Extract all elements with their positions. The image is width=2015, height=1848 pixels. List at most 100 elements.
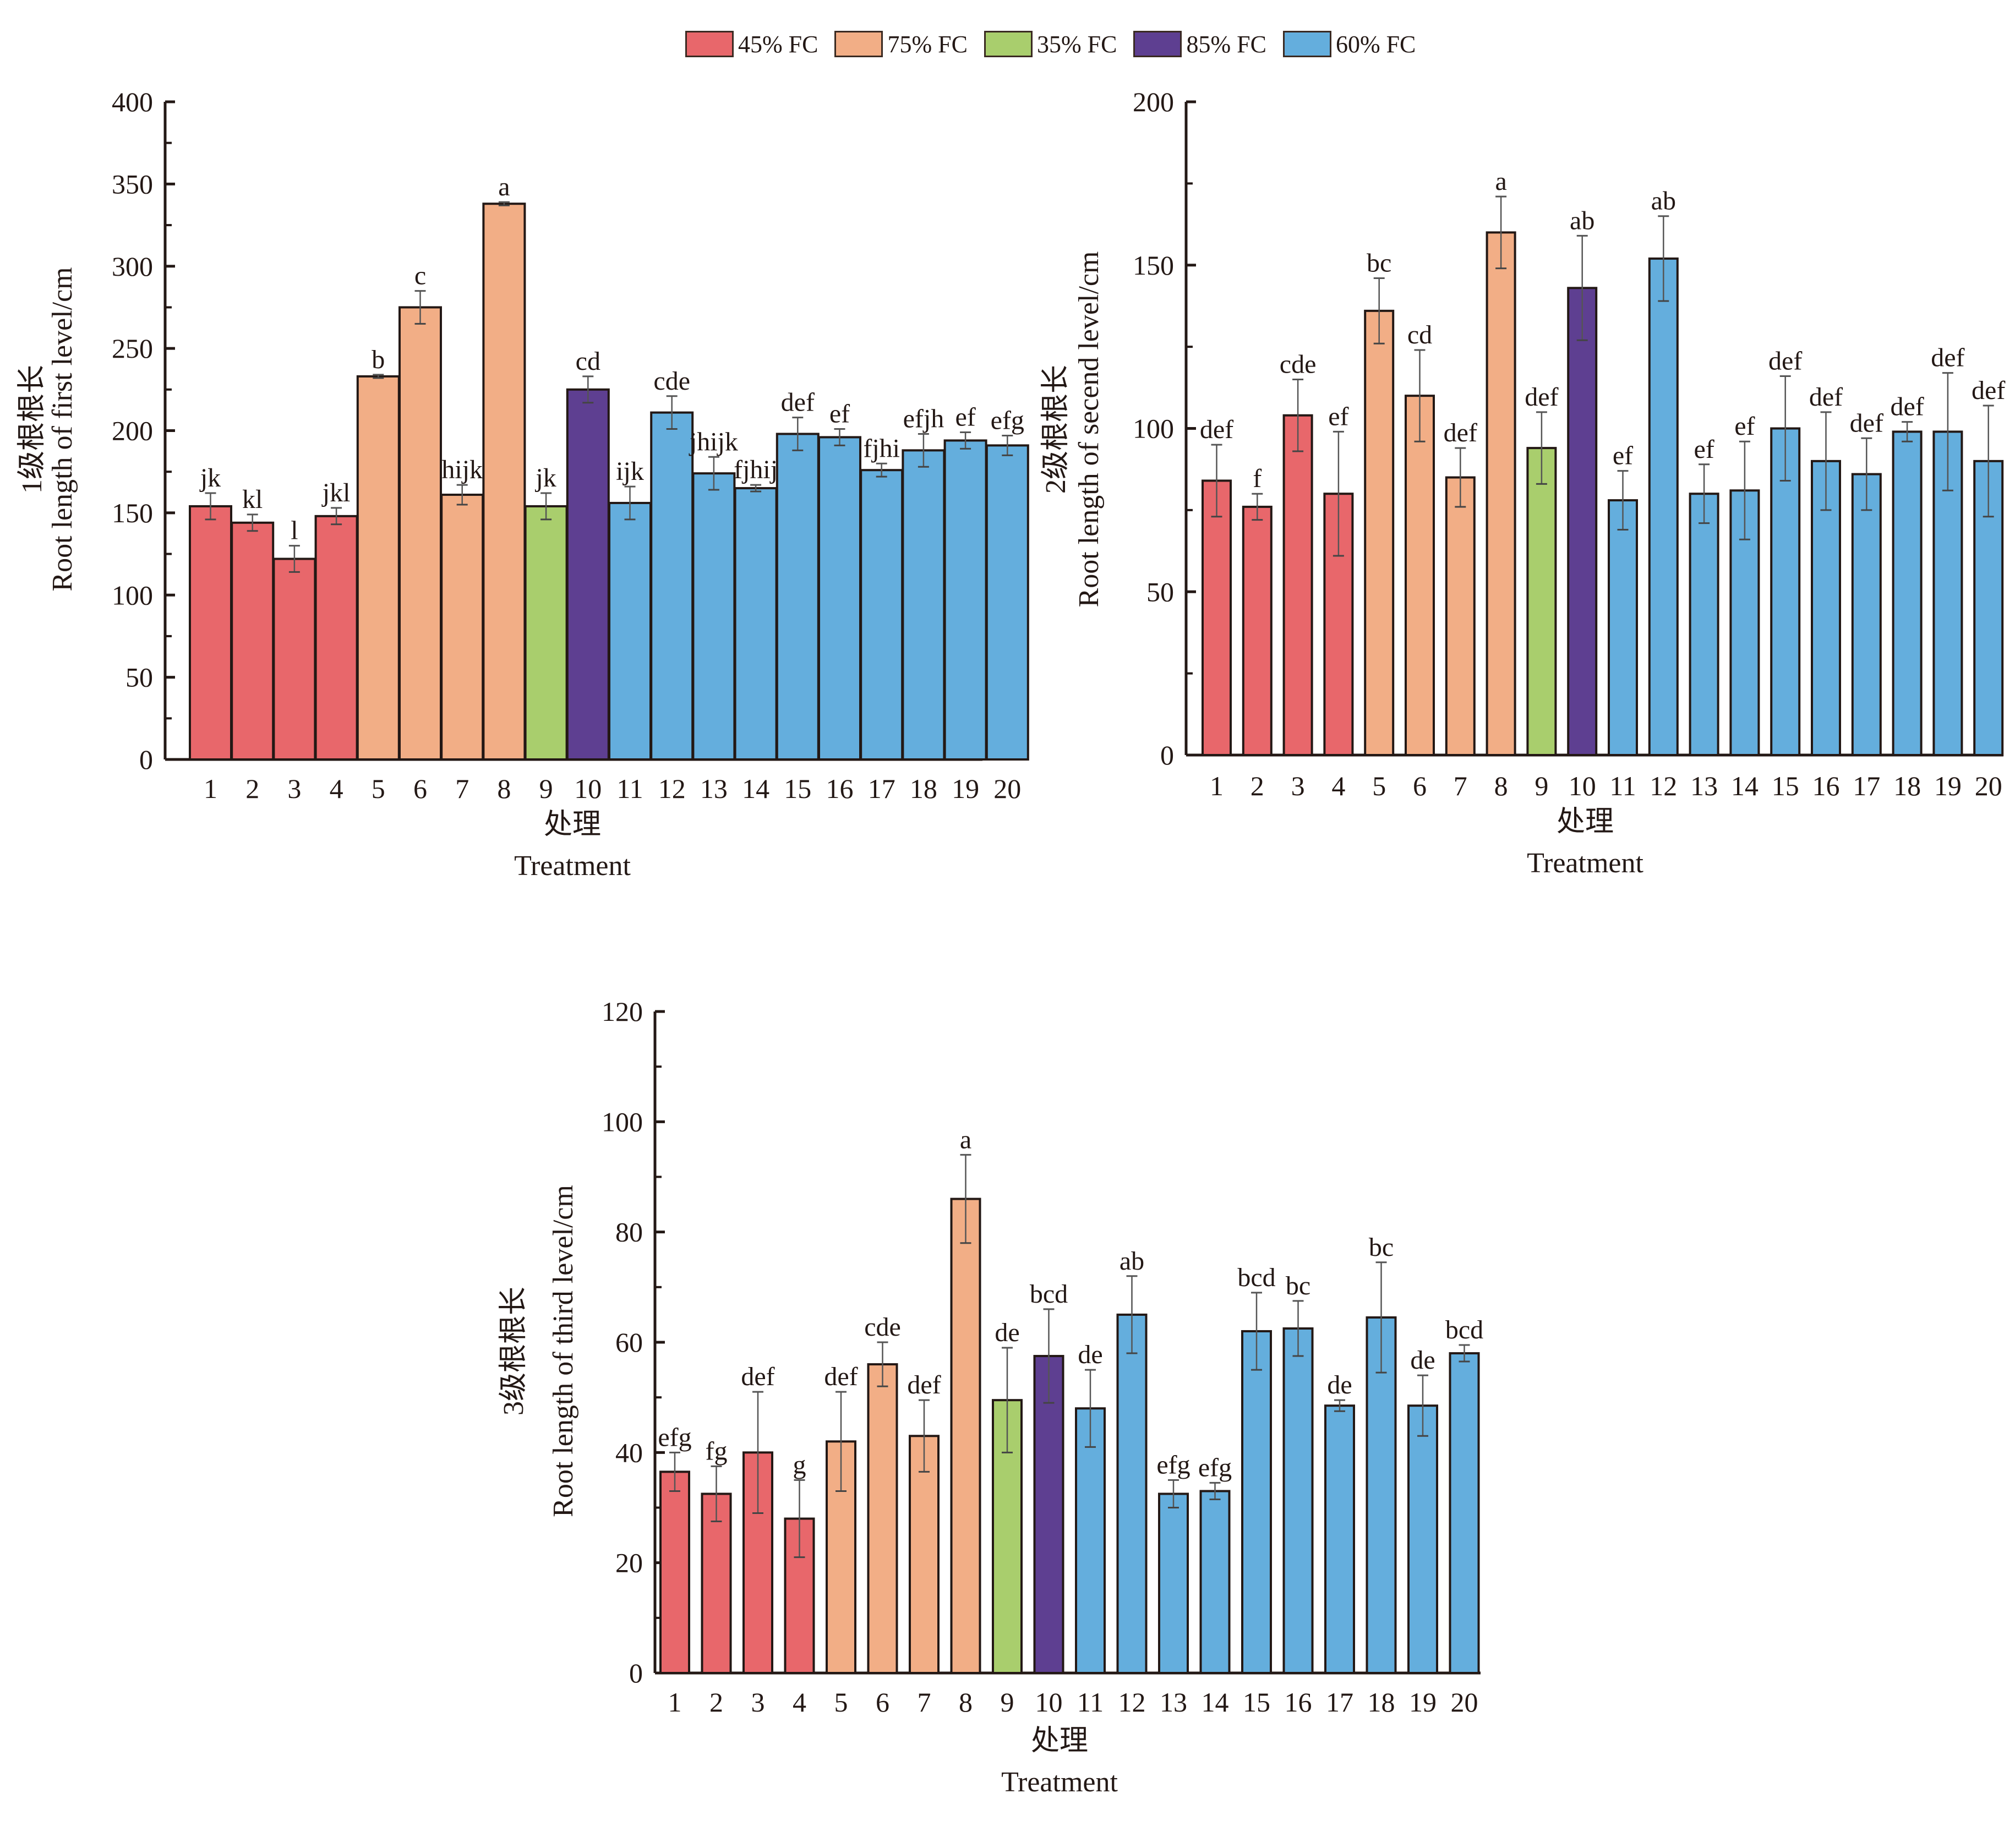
legend-item-85fc: 85% FC — [1133, 30, 1266, 58]
x-tick-label: 12 — [1118, 1687, 1146, 1718]
bar-treatment-15 — [1241, 1330, 1272, 1674]
x-tick-label: 4 — [793, 1687, 806, 1718]
significance-letter: bcd — [1445, 1315, 1483, 1344]
x-tick-label: 6 — [876, 1687, 889, 1718]
significance-letter: jhijk — [689, 427, 738, 456]
legend-item-60fc: 60% FC — [1282, 30, 1416, 58]
significance-letter: def — [1444, 418, 1477, 447]
legend-label: 45% FC — [738, 30, 818, 58]
x-tick-label: 3 — [287, 773, 301, 804]
significance-letter: ef — [1613, 441, 1633, 471]
x-tick-label: 5 — [372, 773, 385, 804]
significance-letter: de — [1327, 1370, 1352, 1399]
x-tick-label: 1 — [204, 773, 217, 804]
x-tick-label: 18 — [1893, 770, 1921, 801]
significance-letter: jk — [199, 463, 221, 493]
y-tick-label: 50 — [1146, 576, 1174, 607]
significance-letter: efjh — [903, 404, 944, 433]
x-tick-label: 15 — [784, 773, 811, 804]
significance-letter: cd — [576, 347, 600, 376]
significance-letter: efg — [991, 406, 1024, 435]
legend-swatch-35fc — [984, 31, 1033, 57]
x-tick-label: 16 — [1812, 770, 1840, 801]
significance-letter: de — [995, 1318, 1019, 1347]
legend-item-45fc: 45% FC — [685, 30, 818, 58]
legend-swatch-45fc — [685, 31, 734, 57]
x-tick-label: 14 — [1731, 770, 1759, 801]
x-tick-label: 11 — [616, 773, 643, 804]
y-tick-label: 100 — [112, 579, 153, 610]
y-tick-label: 120 — [602, 996, 643, 1027]
significance-letter: ijk — [616, 457, 644, 486]
y-axis-title: Root length of first level/cm — [47, 267, 78, 591]
x-tick-label: 2 — [1250, 770, 1264, 801]
bar-treatment-14 — [1199, 1490, 1231, 1674]
x-tick-label: 6 — [413, 773, 427, 804]
significance-letter: a — [498, 172, 510, 201]
x-tick-label: 20 — [993, 773, 1021, 804]
y-tick-label: 0 — [629, 1658, 643, 1688]
bar-treatment-12 — [1116, 1313, 1148, 1675]
significance-letter: def — [1768, 347, 1802, 376]
y-tick-label: 100 — [1133, 413, 1174, 444]
significance-letter: bc — [1369, 1233, 1394, 1262]
bar-treatment-13 — [1689, 493, 1719, 756]
y-tick-label: 200 — [112, 415, 153, 446]
bar-treatment-6 — [1405, 395, 1435, 756]
x-tick-label: 13 — [1160, 1687, 1187, 1718]
bar-treatment-17 — [1324, 1404, 1355, 1674]
significance-letter: jk — [534, 463, 556, 493]
x-tick-label: 10 — [574, 773, 602, 804]
x-tick-label: 8 — [1494, 770, 1508, 801]
x-tick-label: 6 — [1413, 770, 1427, 801]
significance-letter: fjhij — [734, 455, 778, 484]
legend-swatch-85fc — [1133, 31, 1182, 57]
bar-treatment-3 — [272, 557, 316, 761]
y-axis-title: Root length of third level/cm — [548, 1185, 579, 1517]
x-tick-label: 8 — [497, 773, 511, 804]
bar-treatment-6 — [398, 306, 442, 761]
x-tick-label: 5 — [1372, 770, 1386, 801]
bar-treatment-2 — [701, 1492, 732, 1674]
x-tick-label: 9 — [1001, 1687, 1014, 1718]
x-axis-title-cn: 处理 — [1557, 806, 1614, 838]
x-tick-label: 4 — [1331, 770, 1345, 801]
significance-letter: def — [824, 1362, 858, 1391]
y-tick-label: 400 — [112, 86, 153, 117]
significance-letter: c — [414, 261, 426, 291]
bar-treatment-9 — [1526, 447, 1557, 756]
legend-label: 60% FC — [1335, 30, 1416, 58]
x-tick-label: 13 — [700, 773, 728, 804]
significance-letter: ab — [1120, 1246, 1144, 1276]
significance-letter: def — [1200, 415, 1233, 444]
bar-treatment-10 — [1567, 287, 1598, 756]
y-tick-label: 300 — [112, 251, 153, 282]
x-axis-title: Treatment — [1527, 848, 1643, 879]
bar-treatment-6 — [867, 1363, 898, 1674]
x-tick-label: 9 — [1535, 770, 1548, 801]
bar-treatment-7 — [440, 494, 484, 761]
bar-treatment-8 — [482, 203, 526, 761]
significance-letter: de — [1078, 1340, 1102, 1369]
x-tick-label: 13 — [1690, 770, 1718, 801]
significance-letter: def — [781, 388, 815, 417]
significance-letter: def — [1972, 376, 2005, 405]
significance-letter: cde — [1280, 349, 1317, 379]
x-tick-label: 15 — [1772, 770, 1799, 801]
bar-treatment-19 — [1407, 1404, 1438, 1674]
legend-label: 35% FC — [1036, 30, 1117, 58]
bar-treatment-4 — [314, 515, 358, 761]
significance-letter: bc — [1286, 1271, 1310, 1300]
x-tick-label: 9 — [539, 773, 553, 804]
significance-letter: def — [1850, 408, 1883, 438]
chart-first-level-root-length: 0 50 100 150 200 250 300 350 400 jk 1 kl 2 l 3 jkl 4 b 5 c 6… — [17, 86, 1029, 882]
y-tick-label: 350 — [112, 168, 153, 199]
x-tick-label: 10 — [1569, 770, 1596, 801]
x-tick-label: 3 — [1291, 770, 1305, 801]
significance-letter: ef — [829, 400, 850, 429]
significance-letter: efg — [1156, 1450, 1190, 1479]
significance-letter: fjhi — [863, 434, 900, 463]
significance-letter: kl — [242, 485, 263, 514]
x-tick-label: 11 — [1609, 770, 1636, 801]
y-tick-label: 150 — [1133, 250, 1174, 281]
